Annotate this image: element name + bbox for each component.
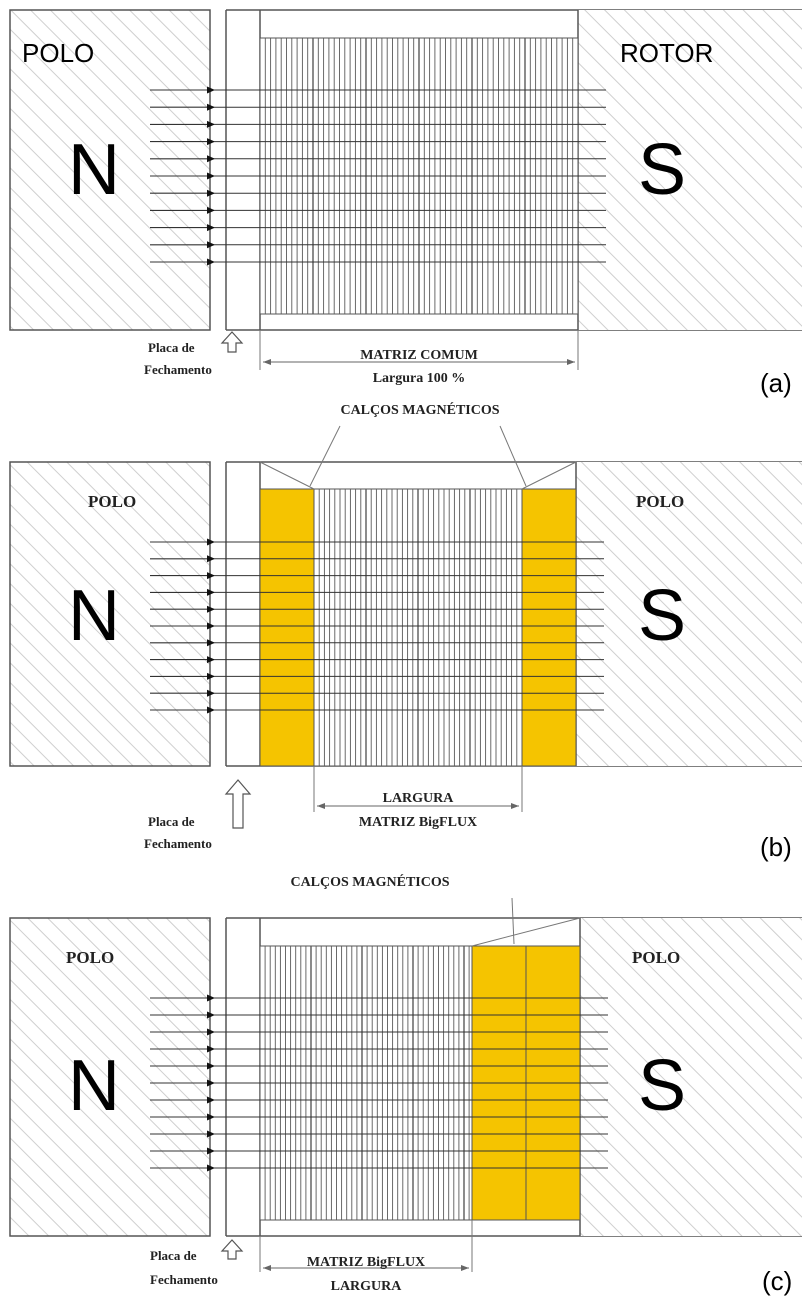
closing-plate-label-line2: Fechamento — [144, 836, 212, 851]
north-pole-letter: N — [68, 576, 120, 656]
right-pole-block — [576, 462, 802, 766]
closing-plate-label-line2: Fechamento — [150, 1272, 218, 1287]
width-label-line1: MATRIZ BigFLUX — [307, 1255, 425, 1270]
magnetic-wedges-label: CALÇOS MAGNÉTICOS — [340, 401, 499, 418]
right-pole-block — [580, 918, 802, 1236]
flux-lines — [150, 86, 606, 266]
up-arrow-icon — [220, 331, 244, 353]
width-label-line2: MATRIZ BigFLUX — [359, 815, 477, 830]
pole-label: POLO — [88, 492, 136, 511]
pole-label: POLO — [22, 38, 94, 68]
closing-plate-label-line1: Placa de — [148, 814, 195, 829]
panel-a: POLO ROTOR N S Placa de Fechamento MATRI… — [9, 9, 802, 398]
magnetic-wedges-label: CALÇOS MAGNÉTICOS — [290, 873, 449, 890]
left-pole-block — [9, 9, 211, 331]
left-pole-block — [9, 461, 211, 767]
magnetic-wedge-right — [521, 488, 577, 767]
closing-plate-label-line1: Placa de — [148, 340, 195, 355]
pole-label: POLO — [66, 948, 114, 967]
pole-label: POLO — [632, 948, 680, 967]
closing-plate-label-line2: Fechamento — [144, 362, 212, 377]
left-pole-block — [9, 917, 211, 1237]
panel-label-a: (a) — [760, 368, 792, 398]
pole-label: POLO — [636, 492, 684, 511]
flux-lines — [150, 538, 604, 714]
magnetic-wedge-left — [259, 488, 315, 767]
up-arrow-icon — [224, 779, 252, 829]
south-pole-letter: S — [638, 130, 686, 210]
width-label-line2: Largura 100 % — [373, 371, 466, 386]
width-label-line1: LARGURA — [383, 791, 455, 806]
matrix-comb-lines — [318, 489, 518, 766]
south-pole-letter: S — [638, 1046, 686, 1126]
panel-label-c: (c) — [762, 1266, 792, 1296]
south-pole-letter: S — [638, 576, 686, 656]
panel-label-b: (b) — [760, 832, 792, 862]
north-pole-letter: N — [68, 130, 120, 210]
panel-b: CALÇOS MAGNÉTICOS POLO POLO N S Placa de… — [9, 401, 802, 862]
panel-c: CALÇOS MAGNÉTICOS POLO POLO N S Placa de… — [9, 873, 802, 1296]
north-pole-letter: N — [68, 1046, 120, 1126]
right-pole-block — [578, 10, 802, 330]
width-label-line2: LARGURA — [331, 1279, 403, 1294]
up-arrow-icon — [220, 1239, 244, 1260]
closing-plate-label-line1: Placa de — [150, 1248, 197, 1263]
rotor-label: ROTOR — [620, 38, 713, 68]
flux-lines — [150, 994, 608, 1172]
width-label-line1: MATRIZ COMUM — [360, 348, 478, 363]
